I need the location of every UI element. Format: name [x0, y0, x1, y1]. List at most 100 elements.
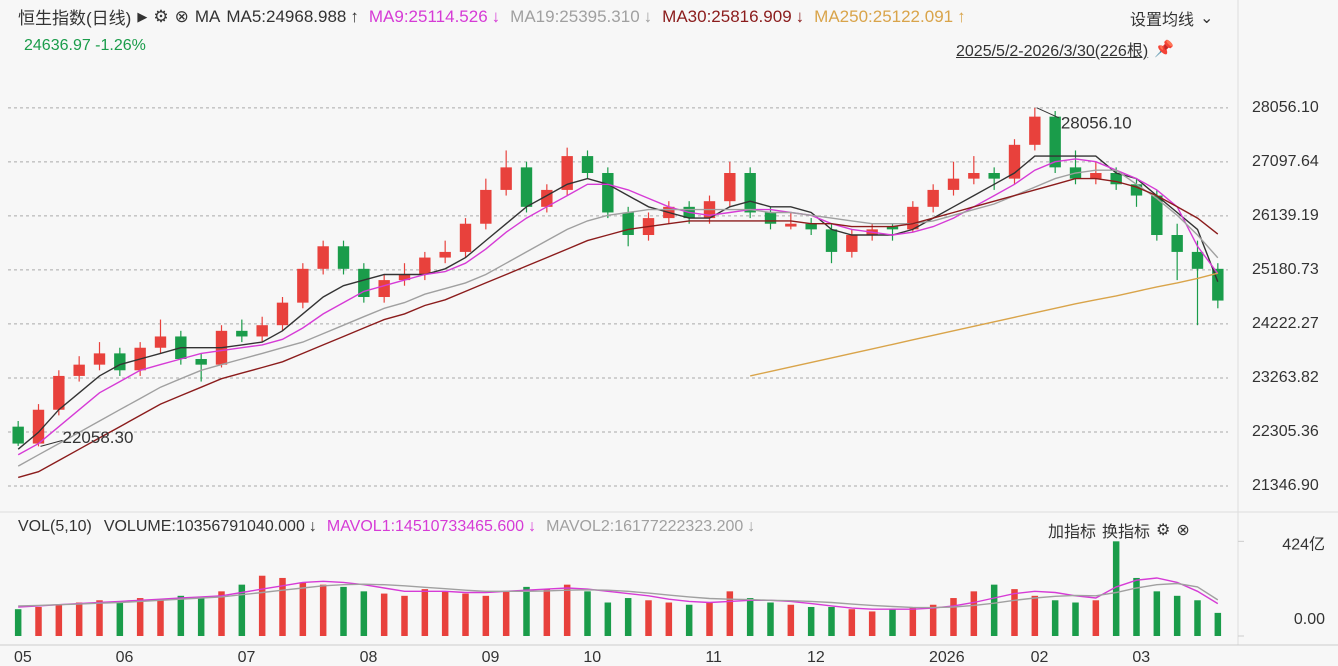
legend-trend: ↓ [643, 6, 653, 26]
candle-body [846, 235, 858, 252]
volume-bar [929, 604, 937, 636]
volume-bar [970, 591, 978, 636]
x-tick-label: 08 [360, 649, 378, 666]
vol-header: VOL(5,10) VOLUME:10356791040.000 ↓ MAVOL1:… [18, 518, 765, 536]
ma-legend: MA5:24968.988 ↑ MA9:25114.526 ↓ MA19:25395.3… [226, 7, 975, 27]
candle-body [1029, 116, 1041, 145]
candle-body [480, 189, 492, 224]
candle-body [581, 156, 594, 174]
ma-line [17, 155, 1219, 450]
legend-label: MA30:25816.909 [662, 6, 792, 26]
volume-bar [1214, 612, 1222, 636]
volume-bar [319, 584, 327, 636]
volume-bar [1011, 589, 1018, 636]
volume-bar [563, 584, 571, 636]
volume-bar [482, 595, 490, 636]
y-tick-label: 28056.10 [1252, 99, 1319, 116]
volume-bar [380, 593, 388, 636]
close-icon[interactable]: ⊗ [174, 6, 189, 26]
annotation: 28056.10 [1061, 113, 1132, 132]
volume-bar [14, 609, 22, 636]
candle-body [337, 246, 350, 269]
candle-body [317, 246, 329, 269]
x-tick-label: 02 [1031, 649, 1049, 666]
candle-body [32, 409, 45, 444]
x-tick-label: 07 [238, 649, 256, 666]
volume-bar [279, 577, 286, 636]
x-tick-label: 03 [1132, 649, 1150, 666]
volume-bar [116, 601, 124, 636]
candle-body [744, 173, 756, 213]
annotation: 22058.30 [63, 428, 134, 447]
volume-bar [218, 591, 225, 636]
candle-body [1130, 184, 1143, 196]
candle-body [561, 156, 573, 190]
volume-bar [604, 602, 612, 636]
candle-body [419, 257, 431, 275]
candle-body [500, 167, 512, 190]
volume-bar [462, 593, 469, 636]
candle-body [988, 173, 1000, 179]
expand-icon[interactable]: ▶ [137, 8, 148, 24]
y-tick-label: 0.00 [1294, 611, 1325, 628]
volume-bar [787, 604, 795, 636]
vol-close[interactable]: ⊗ [1176, 522, 1190, 539]
legend-item: MA30:25816.909 ↓ [662, 7, 804, 27]
x-tick-label: 11 [705, 649, 722, 666]
candle-body [378, 280, 390, 298]
candle-body [73, 364, 85, 376]
y-tick-label: 26139.19 [1252, 207, 1319, 224]
volume-bar [441, 591, 449, 636]
volume-bar [1133, 577, 1140, 636]
range: 2025/5/2-2026/3/30(226根) 📌 [956, 37, 1174, 61]
legend-trend: ↓ [795, 6, 805, 26]
candle-body [968, 173, 980, 179]
y-tick-label: 27097.64 [1252, 153, 1319, 170]
vol-legend: VOLUME:10356791040.000 ↓ MAVOL1:1451073346… [104, 518, 765, 536]
volume-bar [726, 591, 734, 636]
switch-indicator[interactable]: 换指标 [1102, 524, 1151, 541]
volume-bar [502, 591, 510, 636]
pin-icon[interactable]: 📌 [1154, 41, 1175, 58]
x-tick-label: 10 [583, 649, 601, 666]
y-tick-label: 424亿 [1282, 536, 1325, 554]
volume-bar [299, 582, 307, 636]
candle-body [1171, 235, 1183, 252]
legend-item: VOLUME:10356791040.000 ↓ [104, 518, 317, 536]
candle-body [459, 223, 472, 252]
y-tick-label: 25180.73 [1252, 261, 1319, 278]
legend-trend: ↓ [308, 518, 317, 535]
annotation-arrow [40, 439, 63, 447]
volume-bar [1194, 600, 1201, 636]
candle-body [154, 336, 167, 348]
volume-bar [685, 604, 693, 636]
volume-bar [767, 602, 774, 636]
candle-body [602, 173, 614, 213]
gear-icon[interactable]: ⚙ [153, 6, 169, 26]
x-tick-label: 05 [14, 649, 32, 666]
volume-bar [55, 604, 63, 636]
candle-body [805, 223, 817, 230]
candle-body [195, 359, 207, 365]
chevron: ⌄ [1200, 10, 1214, 27]
volume-bar [746, 598, 754, 636]
ma-settings[interactable]: 设置均线 ⌄ [1130, 6, 1213, 30]
volume-bar [177, 595, 185, 636]
legend-trend: ↓ [747, 518, 756, 535]
add-indicator[interactable]: 加指标 [1048, 524, 1097, 541]
ma-line [18, 577, 1219, 610]
candle-body [907, 206, 919, 230]
candle-body [439, 251, 451, 258]
volume-bar [238, 584, 246, 636]
vol-gear[interactable]: ⚙ [1156, 522, 1171, 539]
legend-item: MA5:24968.988 ↑ [226, 7, 359, 27]
y-tick-label: 23263.82 [1252, 369, 1319, 386]
y-tick-label: 21346.90 [1252, 477, 1319, 494]
legend-label: MA19:25395.310 [510, 6, 640, 26]
legend-trend: ↑ [957, 6, 966, 26]
legend-trend: ↓ [528, 518, 537, 535]
legend-label: VOLUME:10356791040.000 [103, 518, 305, 535]
legend-label: MA250:25122.091 [814, 6, 954, 26]
volume-bar [75, 602, 83, 636]
